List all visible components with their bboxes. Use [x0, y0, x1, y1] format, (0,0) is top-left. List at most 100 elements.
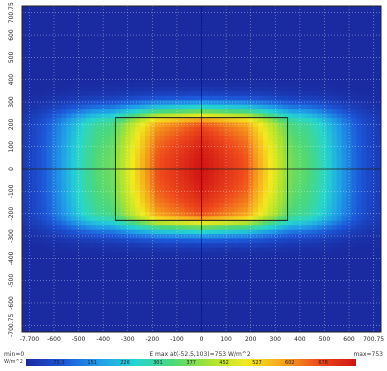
heatmap-cell	[120, 309, 126, 315]
heatmap-cell	[76, 260, 82, 266]
heatmap-cell	[41, 6, 47, 11]
heatmap-cell	[71, 175, 77, 181]
heatmap-cell	[262, 318, 269, 324]
heatmap-cell	[277, 90, 284, 96]
heatmap-cell	[267, 260, 274, 266]
heatmap-cell	[140, 72, 146, 78]
heatmap-cell	[194, 153, 200, 159]
heatmap-cell	[154, 41, 161, 47]
heatmap-cell	[277, 131, 284, 136]
heatmap-cell	[66, 318, 72, 324]
heatmap-cell	[267, 171, 274, 177]
heatmap-cell	[272, 131, 279, 136]
heatmap-cell	[282, 117, 288, 123]
heatmap-cell	[184, 77, 190, 83]
heatmap-cell	[179, 23, 185, 29]
heatmap-cell	[203, 50, 210, 56]
heatmap-cell	[243, 28, 249, 34]
heatmap-cell	[56, 122, 62, 127]
heatmap-cell	[31, 265, 38, 270]
heatmap-cell	[110, 144, 116, 150]
heatmap-cell	[179, 287, 185, 293]
heatmap-cell	[331, 37, 338, 43]
heatmap-cell	[336, 273, 343, 279]
heatmap-cell	[336, 282, 343, 288]
heatmap-cell	[90, 144, 97, 150]
heatmap-cell	[159, 193, 166, 199]
heatmap-cell	[81, 314, 87, 320]
heatmap-cell	[243, 247, 249, 253]
heatmap-cell	[105, 224, 111, 230]
heatmap-cell	[149, 95, 156, 101]
heatmap-cell	[66, 193, 72, 199]
heatmap-cell	[203, 300, 210, 306]
heatmap-cell	[356, 220, 362, 226]
heatmap-cell	[81, 6, 87, 11]
heatmap-cell	[267, 59, 274, 65]
heatmap-cell	[154, 206, 161, 212]
heatmap-cell	[110, 300, 116, 306]
heatmap-cell	[277, 287, 284, 293]
heatmap-cell	[302, 153, 308, 159]
heatmap-cell	[307, 148, 313, 154]
heatmap-cell	[262, 215, 269, 221]
heatmap-cell	[164, 37, 170, 43]
heatmap-cell	[184, 233, 190, 239]
heatmap-cell	[36, 157, 43, 163]
heatmap-cell	[105, 14, 111, 20]
heatmap-cell	[169, 247, 175, 253]
heatmap-cell	[243, 148, 249, 154]
heatmap-cell	[223, 68, 229, 74]
heatmap-cell	[189, 215, 195, 221]
heatmap-cell	[267, 278, 274, 284]
heatmap-cell	[95, 104, 102, 110]
heatmap-cell	[46, 126, 52, 132]
heatmap-cell	[66, 278, 72, 284]
heatmap-cell	[302, 135, 308, 141]
heatmap-cell	[233, 184, 239, 190]
heatmap-cell	[253, 46, 259, 52]
heatmap-cell	[233, 113, 239, 119]
heatmap-cell	[174, 14, 180, 20]
heatmap-cell	[71, 265, 77, 270]
heatmap-cell	[307, 220, 313, 226]
heatmap-cell	[100, 50, 106, 56]
heatmap-cell	[189, 10, 195, 16]
heatmap-cell	[85, 135, 92, 141]
heatmap-cell	[213, 157, 220, 163]
heatmap-cell	[189, 122, 195, 127]
heatmap-cell	[326, 6, 333, 11]
heatmap-cell	[267, 144, 274, 150]
heatmap-cell	[282, 291, 288, 297]
heatmap-cell	[144, 300, 151, 306]
heatmap-cell	[120, 229, 126, 235]
heatmap-cell	[307, 108, 313, 114]
heatmap-cell	[120, 86, 126, 92]
heatmap-cell	[287, 50, 293, 56]
heatmap-cell	[164, 296, 170, 302]
heatmap-cell	[71, 291, 77, 297]
heatmap-cell	[115, 282, 121, 288]
heatmap-cell	[95, 6, 102, 11]
heatmap-cell	[317, 314, 323, 320]
heatmap-cell	[287, 131, 293, 136]
heatmap-cell	[321, 148, 328, 154]
heatmap-cell	[203, 46, 210, 52]
heatmap-cell	[317, 28, 323, 34]
heatmap-cell	[258, 287, 264, 293]
heatmap-cell	[277, 68, 284, 74]
heatmap-cell	[41, 68, 47, 74]
heatmap-cell	[258, 64, 264, 69]
heatmap-cell	[292, 162, 298, 168]
heatmap-cell	[51, 184, 57, 190]
heatmap-cell	[115, 157, 121, 163]
heatmap-cell	[105, 300, 111, 306]
heatmap-cell	[120, 10, 126, 16]
heatmap-cell	[203, 162, 210, 168]
heatmap-cell	[267, 122, 274, 127]
heatmap-cell	[130, 314, 136, 320]
heatmap-cell	[351, 273, 357, 279]
heatmap-cell	[135, 220, 141, 226]
heatmap-cell	[218, 229, 225, 235]
heatmap-cell	[169, 126, 175, 132]
